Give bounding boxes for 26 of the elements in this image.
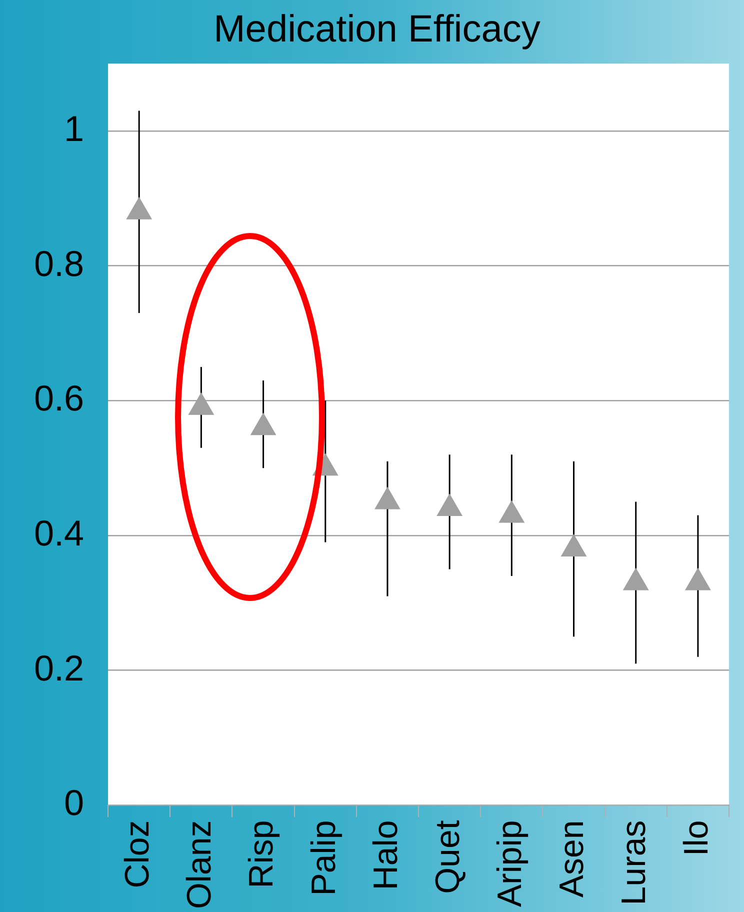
x-tick-label: Palip bbox=[304, 820, 343, 896]
x-tick-label: Luras bbox=[615, 820, 654, 906]
point bbox=[250, 413, 276, 436]
point bbox=[685, 568, 711, 590]
point bbox=[561, 534, 586, 556]
x-tick-label: Halo bbox=[366, 820, 405, 890]
point bbox=[126, 197, 152, 220]
y-tick-label: 0.4 bbox=[34, 512, 84, 554]
point bbox=[188, 392, 214, 415]
y-tick-label: 1 bbox=[64, 108, 84, 149]
x-tick-label: Cloz bbox=[118, 820, 156, 888]
point bbox=[374, 487, 400, 510]
x-tick-label: Risp bbox=[242, 820, 281, 888]
point bbox=[623, 568, 648, 590]
y-tick-label: 0.8 bbox=[34, 242, 84, 284]
x-tick-label: Asen bbox=[553, 820, 592, 898]
point bbox=[436, 494, 462, 516]
point bbox=[499, 500, 524, 523]
y-tick-label: 0.2 bbox=[34, 647, 84, 688]
x-tick-label: Olanz bbox=[180, 820, 219, 910]
x-tick-label: Ilo bbox=[677, 820, 716, 856]
y-tick-label: 0 bbox=[64, 782, 84, 824]
x-tick-label: Quet bbox=[428, 820, 467, 894]
chart-title: Medication Efficacy bbox=[214, 8, 540, 50]
x-tick-label: Aripip bbox=[491, 820, 530, 908]
y-tick-label: 0.6 bbox=[34, 378, 84, 419]
